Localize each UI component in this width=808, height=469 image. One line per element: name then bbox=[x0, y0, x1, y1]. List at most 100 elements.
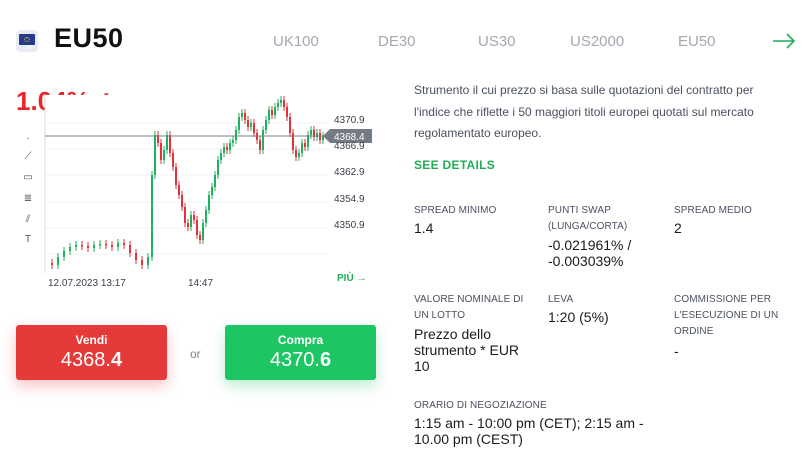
candle-down bbox=[286, 107, 288, 117]
candle-up bbox=[223, 147, 225, 153]
candle-down bbox=[283, 100, 285, 107]
commission-label-1: COMMISSIONE PER bbox=[674, 294, 772, 305]
swap-value-2: -0.003039% bbox=[548, 253, 624, 269]
candle-down bbox=[135, 253, 137, 260]
or-separator: or bbox=[190, 347, 201, 361]
candle-up bbox=[117, 243, 119, 247]
candle-up bbox=[241, 113, 243, 117]
candle-down bbox=[181, 195, 183, 207]
candle-up bbox=[280, 100, 282, 103]
candle-down bbox=[247, 120, 249, 127]
candle-down bbox=[111, 245, 113, 247]
fibonacci-tool-icon[interactable]: ≣ bbox=[23, 193, 33, 204]
candle-down bbox=[169, 135, 171, 153]
nominal-label-2: UN LOTTO bbox=[414, 310, 466, 321]
sell-label: Vendi bbox=[75, 333, 108, 347]
candle-down bbox=[81, 245, 83, 247]
swap-value-1: -0.021961% / bbox=[548, 237, 632, 253]
tab-us30[interactable]: US30 bbox=[478, 33, 516, 50]
buy-button[interactable]: Compra 4370.6 bbox=[225, 325, 376, 380]
sell-button[interactable]: Vendi 4368.4 bbox=[16, 325, 167, 380]
candle-up bbox=[75, 245, 77, 247]
candle-up bbox=[220, 153, 222, 160]
nominal-value-2: strumento * EUR bbox=[414, 342, 520, 358]
candle-up bbox=[151, 175, 153, 257]
candle-down bbox=[87, 246, 89, 248]
candle-up bbox=[208, 195, 210, 210]
candle-up bbox=[99, 244, 101, 246]
candle-up bbox=[322, 136, 324, 140]
candle-up bbox=[268, 110, 270, 120]
candle-up bbox=[301, 143, 303, 153]
candle-up bbox=[147, 257, 149, 265]
channel-tool-icon[interactable]: ⫽ bbox=[25, 214, 31, 225]
tab-uk100[interactable]: UK100 bbox=[273, 33, 319, 50]
candle-down bbox=[226, 147, 228, 150]
tab-us2000[interactable]: US2000 bbox=[570, 33, 625, 50]
candle-down bbox=[196, 220, 198, 235]
candle-down bbox=[129, 245, 131, 253]
candle-up bbox=[93, 245, 95, 248]
nominal-label-1: VALORE NOMINALE DI bbox=[414, 294, 524, 305]
commission-label-3: ORDINE bbox=[674, 326, 714, 337]
candle-down bbox=[199, 235, 201, 240]
spread-min-label: SPREAD MINIMO bbox=[414, 205, 497, 216]
buy-price: 4370.6 bbox=[269, 349, 332, 371]
candle-down bbox=[123, 243, 125, 245]
candle-down bbox=[253, 123, 255, 133]
candle-down bbox=[271, 110, 273, 115]
text-tool-icon[interactable]: T bbox=[24, 234, 32, 245]
crosshair-tool-icon[interactable]: · bbox=[26, 133, 30, 144]
candle-up bbox=[63, 251, 65, 257]
rectangle-tool-icon[interactable]: ▭ bbox=[23, 172, 33, 183]
candle-up bbox=[262, 130, 264, 150]
candle-down bbox=[160, 143, 162, 160]
candle-down bbox=[175, 167, 177, 185]
price-tag: 4368.4 bbox=[323, 129, 372, 143]
commission-value: - bbox=[674, 343, 679, 359]
candle-down bbox=[295, 150, 297, 157]
candle-down bbox=[313, 130, 315, 137]
price-chart[interactable]: 4368.4 4370.9 4366.9 4362.9 4354.9 4350.… bbox=[0, 95, 400, 295]
y-tick-label: 4366.9 bbox=[334, 141, 365, 152]
candle-up bbox=[69, 247, 71, 251]
candle-down bbox=[187, 223, 189, 227]
candle-up bbox=[211, 187, 213, 195]
line-tool-icon[interactable]: ⟋ bbox=[24, 151, 32, 162]
candle-up bbox=[298, 153, 300, 157]
y-tick-label: 4350.9 bbox=[334, 220, 365, 231]
candle-down bbox=[193, 215, 195, 220]
candle-down bbox=[178, 185, 180, 195]
tab-eu50[interactable]: EU50 bbox=[678, 33, 716, 50]
tab-de30[interactable]: DE30 bbox=[378, 33, 416, 50]
current-price-tag-text: 4368.4 bbox=[334, 132, 365, 143]
candle-down bbox=[244, 113, 246, 120]
arrow-right-icon[interactable] bbox=[771, 30, 797, 52]
candle-up bbox=[163, 150, 165, 160]
candle-up bbox=[57, 257, 59, 265]
chart-more-link[interactable]: PIÙ → bbox=[337, 271, 366, 284]
candle-up bbox=[202, 223, 204, 240]
candle-up bbox=[238, 117, 240, 130]
candle-up bbox=[214, 175, 216, 187]
candle-up bbox=[310, 130, 312, 135]
candle-up bbox=[307, 135, 309, 147]
candle-up bbox=[190, 215, 192, 227]
candle-up bbox=[166, 135, 168, 150]
candle-up bbox=[250, 123, 252, 127]
candle-down bbox=[259, 140, 261, 150]
candle-down bbox=[141, 260, 143, 265]
trading-hours-label: ORARIO DI NEGOZIAZIONE bbox=[414, 400, 547, 411]
candle-up bbox=[205, 210, 207, 223]
trading-hours-value-1: 1:15 am - 10:00 pm (CET); 2:15 am - bbox=[414, 415, 644, 431]
nominal-value-1: Prezzo dello bbox=[414, 326, 492, 342]
see-details-link[interactable]: SEE DETAILS bbox=[414, 158, 496, 172]
candle-up bbox=[232, 140, 234, 143]
candle-up bbox=[235, 130, 237, 140]
leverage-value: 1:20 (5%) bbox=[548, 309, 609, 325]
candle-down bbox=[184, 207, 186, 223]
eu-flag-icon: 50 bbox=[16, 30, 38, 52]
commission-label-2: L'ESECUZIONE DI UN bbox=[674, 310, 779, 321]
chart-gridlines bbox=[45, 122, 328, 255]
x-axis-labels: 12.07.2023 13:17 14:47 bbox=[48, 278, 213, 289]
